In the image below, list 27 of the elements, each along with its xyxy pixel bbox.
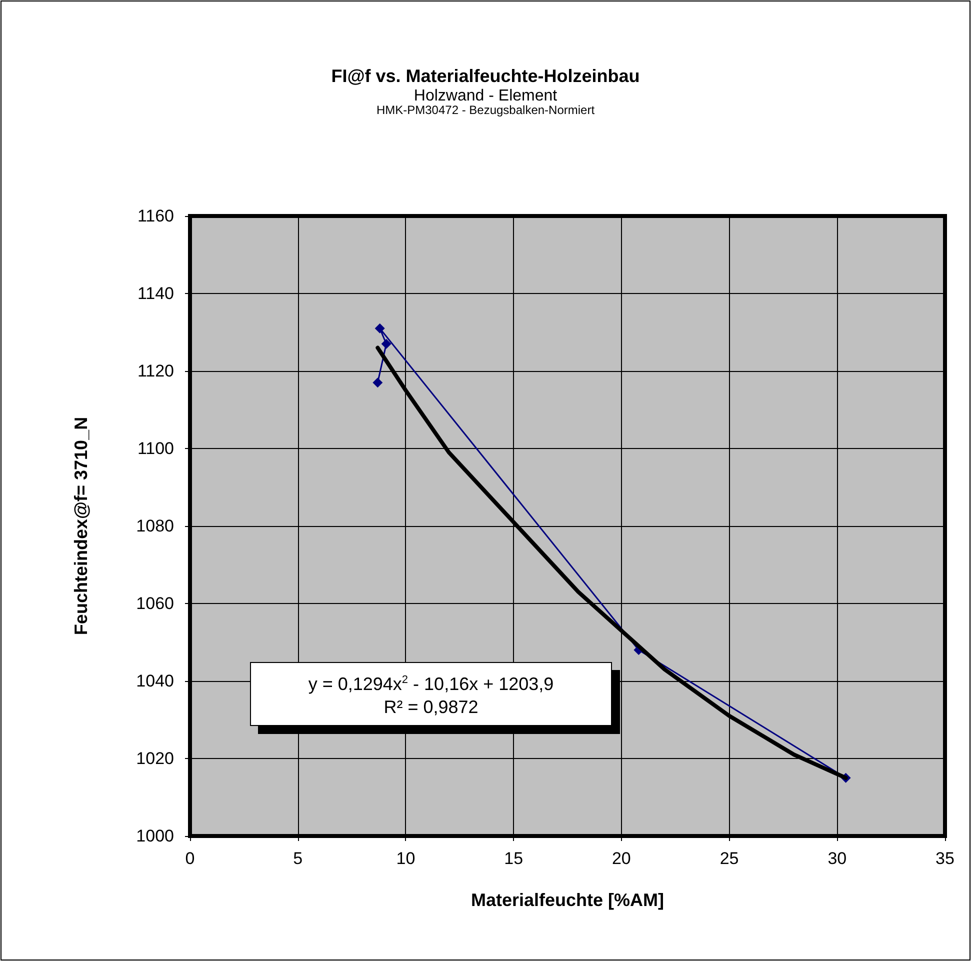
annotation: R² = 0,9872	[382, 696, 480, 719]
point	[372, 378, 383, 388]
y-tick-label: 1080	[136, 516, 174, 536]
y-tick-label: 1100	[137, 439, 174, 458]
y-tick-label: 1140	[137, 284, 174, 303]
x-tick-label: 25	[720, 849, 739, 868]
annotation: y = 0,1294x$^{2}$ - 10,16x + 1203,9	[307, 673, 555, 696]
y-tick-label: 1120	[137, 362, 174, 380]
x-tick-label: 30	[828, 849, 847, 868]
x-tick-label: 15	[504, 849, 524, 868]
y-tick-label: 1060	[136, 594, 174, 613]
x-tick-label: 35	[936, 849, 954, 868]
chart-title: FI@f vs. Materialfeuchte-Holzeinbau	[331, 66, 640, 86]
y-axis-title: Feuchteindex@f= 3710_N	[71, 416, 91, 636]
text: HMK-PM30472 - Bezugsbalken-Normiert	[376, 103, 596, 117]
y-tick-label: 1020	[136, 749, 174, 768]
chart-subtitle: Holzwand - Element	[414, 88, 558, 104]
x-tick-label: 0	[185, 849, 195, 868]
y-tick-label: 1040	[136, 672, 174, 690]
y-tick-label: 1000	[136, 826, 174, 846]
x-tick-label: 20	[612, 849, 631, 868]
point	[381, 338, 392, 349]
y-tick-label: 1160	[137, 206, 174, 226]
point	[374, 323, 385, 334]
x-tick-label: 10	[396, 849, 416, 868]
x-tick-label: 5	[293, 849, 303, 868]
x-axis-title: Materialfeuchte [%AM]	[470, 890, 664, 910]
